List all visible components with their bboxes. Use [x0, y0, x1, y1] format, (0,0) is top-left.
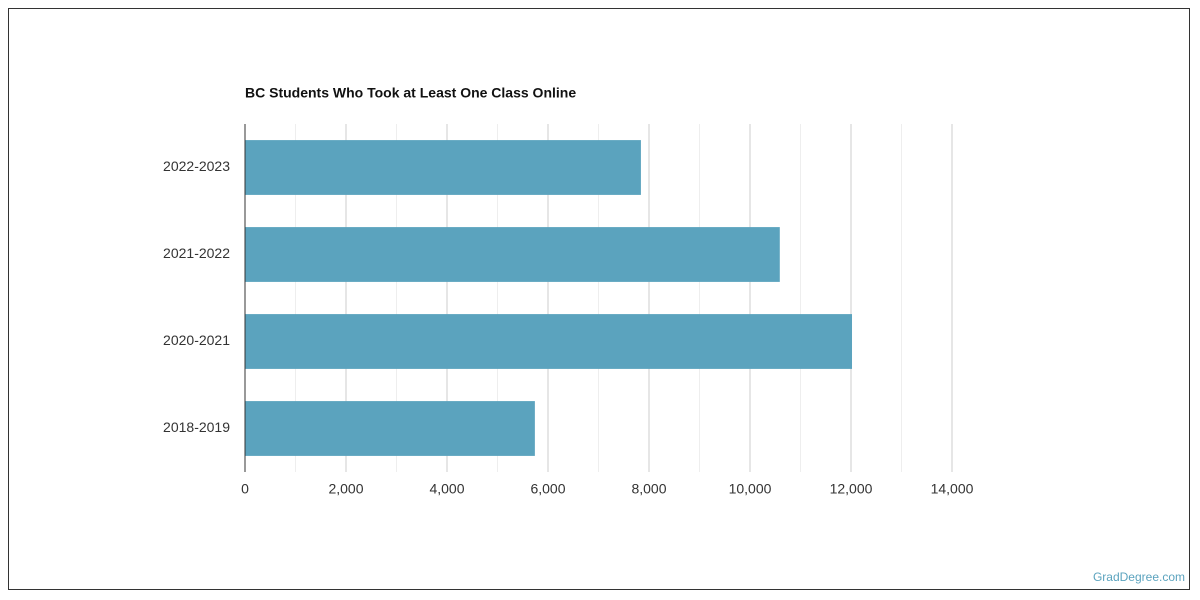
y-tick-label: 2022-2023 — [163, 158, 230, 174]
x-tick-label: 8,000 — [631, 481, 666, 497]
x-tick-label: 10,000 — [729, 481, 772, 497]
x-tick-label: 6,000 — [530, 481, 565, 497]
x-tick-label: 0 — [241, 481, 249, 497]
chart-title: BC Students Who Took at Least One Class … — [245, 85, 576, 101]
y-tick-label: 2020-2021 — [163, 332, 230, 348]
x-tick-label: 2,000 — [328, 481, 363, 497]
bar — [245, 140, 641, 195]
watermark: GradDegree.com — [1093, 570, 1185, 584]
x-tick-label: 12,000 — [830, 481, 873, 497]
bar — [245, 401, 535, 456]
x-tick-label: 14,000 — [931, 481, 974, 497]
bar — [245, 314, 853, 369]
y-tick-label: 2018-2019 — [163, 419, 230, 435]
y-tick-label: 2021-2022 — [163, 245, 230, 261]
x-tick-label: 4,000 — [429, 481, 464, 497]
bar — [245, 227, 780, 282]
